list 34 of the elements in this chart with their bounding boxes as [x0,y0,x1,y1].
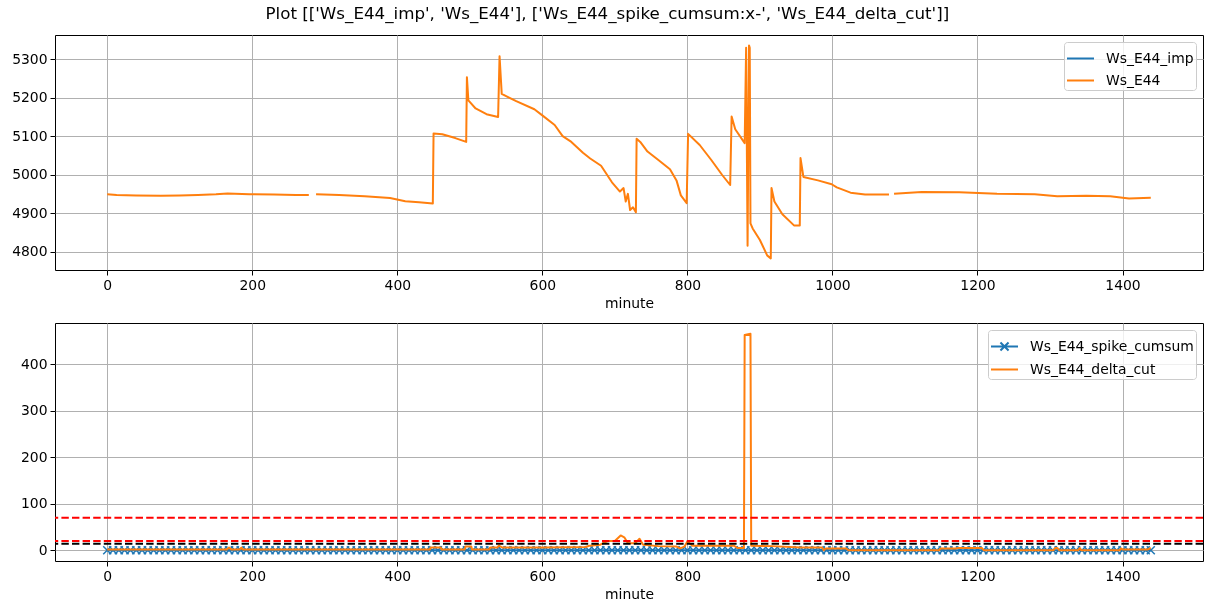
legend-label: Ws_E44 [1106,71,1161,88]
x-tick-label: 1200 [960,276,996,293]
x-tick-label: 1000 [815,567,851,584]
y-tick-label: 5100 [12,127,48,144]
legend-label: Ws_E44_spike_cumsum [1030,337,1194,354]
x-tick-label: 600 [529,276,557,293]
y-tick-label: 100 [20,495,48,512]
x-axis-title: minute [605,586,654,603]
x-tick-label: 1400 [1105,276,1141,293]
y-tick-label: 5200 [12,89,48,106]
x-tick-label: 200 [239,567,267,584]
y-tick-label: 200 [20,448,48,465]
x-axis-title: minute [605,295,654,312]
legend-label: Ws_E44_imp [1106,49,1194,66]
y-tick-label: 300 [20,402,48,419]
x-tick-label: 400 [384,567,412,584]
x-tick-label: 800 [674,567,702,584]
legend-label: Ws_E44_delta_cut [1030,360,1156,377]
x-tick-label: 800 [674,276,702,293]
y-tick-label: 4800 [12,243,48,260]
y-tick-label: 0 [38,541,48,558]
y-tick-label: 5000 [12,166,48,183]
x-tick-label: 1400 [1105,567,1141,584]
x-tick-label: 400 [384,276,412,293]
y-tick-label: 400 [20,355,48,372]
y-tick-label: 4900 [12,204,48,221]
y-tick-label: 5300 [12,50,48,67]
chart-title: Plot [['Ws_E44_imp', 'Ws_E44'], ['Ws_E44_spike_cumsum:x-', 'Ws_E44_delta_cut']] [265,3,950,25]
x-tick-label: 600 [529,567,557,584]
x-tick-label: 1000 [815,276,851,293]
x-tick-label: 0 [103,567,113,584]
x-tick-label: 0 [103,276,113,293]
x-tick-label: 200 [239,276,267,293]
x-tick-label: 1200 [960,567,996,584]
